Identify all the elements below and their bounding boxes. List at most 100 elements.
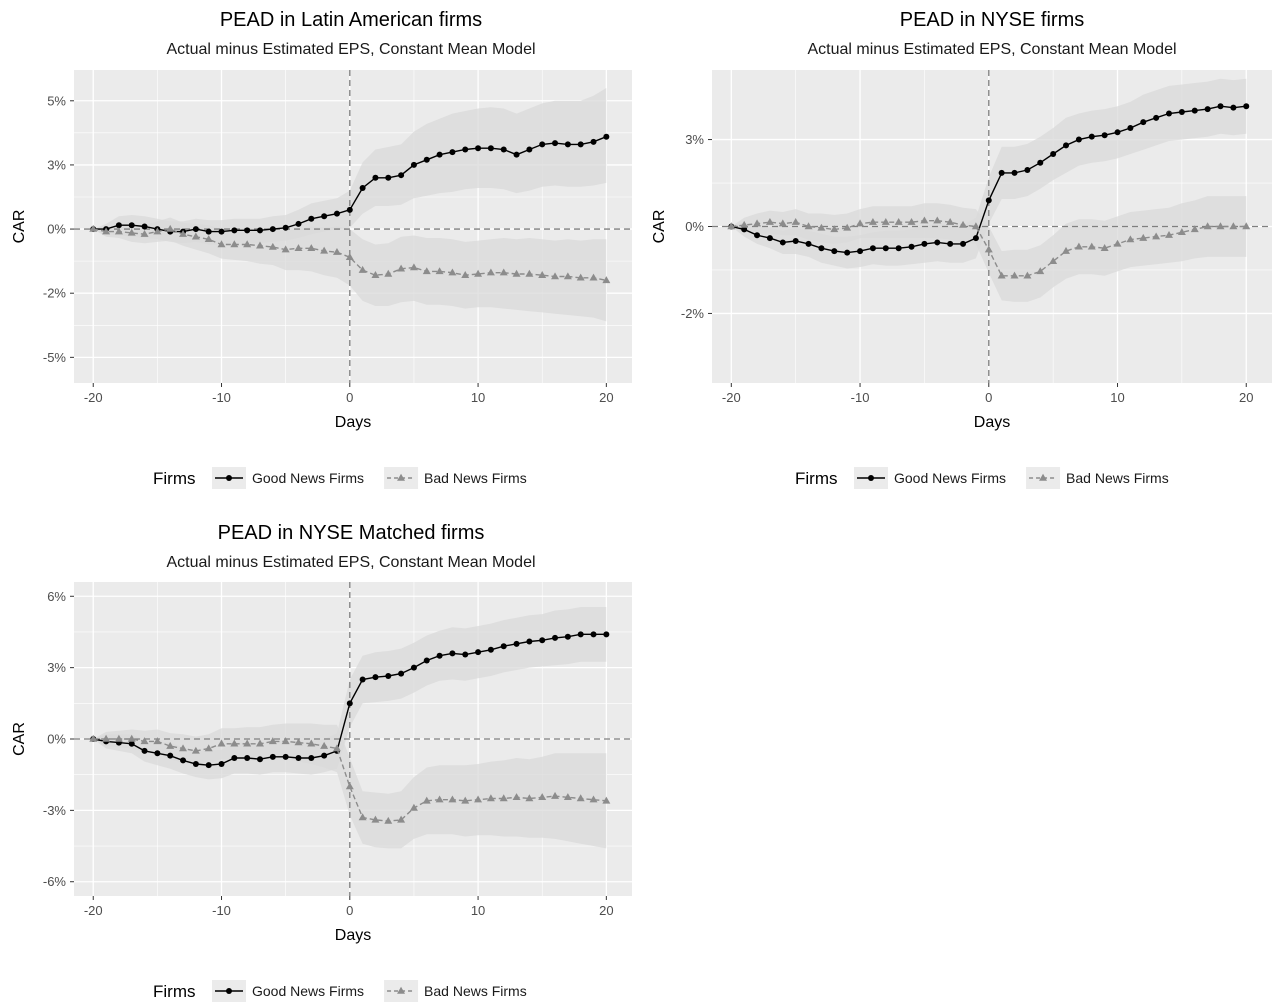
data-point-bad-news — [946, 217, 955, 225]
data-point-good-news — [141, 223, 148, 230]
chart-title: PEAD in Latin American firms — [220, 9, 482, 31]
series-line-bad-news — [93, 228, 607, 282]
data-point-good-news — [1114, 129, 1121, 136]
data-point-good-news — [308, 755, 315, 762]
chart-panel-1: PEAD in Latin American firms Actual minus… — [11, 9, 632, 489]
data-point-good-news — [1063, 142, 1070, 149]
y-tick-label: 3% — [47, 157, 66, 172]
data-point-bad-news — [409, 803, 418, 811]
legend-key-marker-bad-news — [397, 473, 406, 481]
data-point-bad-news — [1126, 235, 1135, 243]
legend-title: Firms — [153, 469, 195, 488]
data-point-bad-news — [881, 217, 890, 225]
data-point-bad-news — [525, 794, 534, 802]
data-point-good-news — [1088, 133, 1095, 140]
data-point-good-news — [985, 197, 992, 204]
data-point-bad-news — [371, 271, 380, 278]
x-tick-label: -10 — [212, 390, 231, 405]
legend-key-marker-good-news — [868, 475, 874, 481]
data-point-bad-news — [486, 268, 495, 276]
x-tick-label: 20 — [599, 390, 613, 405]
data-point-good-news — [449, 149, 456, 156]
data-point-good-news — [423, 156, 430, 163]
data-point-good-news — [487, 145, 494, 152]
data-point-good-news — [436, 151, 443, 158]
x-axis-label: Days — [335, 927, 371, 944]
series-markers-good-news — [728, 103, 1250, 256]
data-point-bad-news — [320, 246, 329, 254]
legend-key-marker-good-news — [226, 475, 232, 481]
data-point-bad-news — [332, 744, 341, 752]
data-point-good-news — [1075, 136, 1082, 143]
data-point-good-news — [792, 237, 799, 244]
data-point-bad-news — [204, 235, 213, 243]
legend-label-good-news: Good News Firms — [252, 983, 364, 999]
data-point-good-news — [1050, 151, 1057, 158]
x-axis-label: Days — [974, 414, 1010, 431]
legend-key-marker-bad-news — [397, 986, 406, 994]
data-point-bad-news — [397, 264, 406, 272]
data-point-good-news — [282, 753, 289, 760]
data-point-good-news — [282, 224, 289, 231]
data-point-bad-news — [971, 222, 980, 230]
data-point-bad-news — [166, 224, 175, 232]
data-point-good-news — [205, 762, 212, 769]
legend-label-bad-news: Bad News Firms — [1066, 470, 1169, 486]
data-point-good-news — [1166, 110, 1173, 117]
x-tick-label: -20 — [84, 903, 103, 918]
data-point-bad-news — [307, 244, 316, 252]
data-point-good-news — [526, 146, 533, 153]
legend-key-marker-bad-news — [1039, 473, 1048, 481]
data-point-good-news — [346, 700, 353, 707]
data-point-bad-news — [576, 794, 585, 802]
data-point-bad-news — [1152, 232, 1161, 240]
data-point-bad-news — [140, 229, 149, 237]
data-point-bad-news — [538, 793, 547, 801]
data-point-good-news — [321, 213, 328, 220]
data-point-bad-news — [89, 224, 98, 232]
data-point-bad-news — [525, 269, 534, 277]
chart-title: PEAD in NYSE Matched firms — [218, 522, 485, 544]
data-point-good-news — [564, 141, 571, 148]
data-point-good-news — [552, 634, 559, 641]
x-tick-label: 10 — [471, 903, 485, 918]
data-point-good-news — [1101, 132, 1108, 139]
data-point-good-news — [295, 755, 302, 762]
data-point-good-news — [1153, 114, 1160, 121]
data-point-bad-news — [397, 815, 406, 823]
legend: Firms Good News Firms Bad News Firms — [795, 467, 1169, 489]
data-point-good-news — [449, 650, 456, 657]
data-point-bad-news — [102, 734, 111, 742]
x-tick-label: 10 — [471, 390, 485, 405]
data-point-good-news — [475, 649, 482, 656]
data-point-good-news — [741, 226, 748, 233]
data-point-good-news — [167, 752, 174, 759]
data-point-bad-news — [127, 734, 136, 742]
data-point-bad-news — [551, 791, 560, 799]
data-point-good-news — [257, 756, 263, 763]
data-point-good-news — [308, 215, 315, 222]
legend-label-good-news: Good News Firms — [252, 470, 364, 486]
data-point-good-news — [590, 138, 597, 145]
data-point-good-news — [410, 664, 417, 671]
data-point-bad-news — [997, 271, 1006, 279]
data-point-good-news — [269, 753, 276, 760]
data-point-good-news — [423, 657, 430, 664]
data-point-good-news — [218, 228, 225, 235]
data-point-bad-news — [765, 217, 774, 225]
data-point-bad-news — [281, 737, 290, 745]
data-point-bad-news — [243, 739, 252, 747]
data-point-bad-news — [894, 217, 903, 225]
data-point-bad-news — [256, 739, 264, 747]
data-point-bad-news — [1216, 222, 1225, 230]
data-point-good-news — [857, 248, 864, 255]
data-point-good-news — [526, 638, 533, 645]
data-point-bad-news — [409, 263, 418, 271]
data-point-bad-news — [1049, 257, 1058, 265]
data-point-good-news — [882, 245, 889, 252]
data-point-bad-news — [243, 240, 252, 248]
data-point-bad-news — [538, 271, 547, 278]
data-point-good-news — [577, 141, 584, 148]
data-point-bad-news — [563, 272, 572, 280]
data-point-good-news — [960, 240, 967, 247]
